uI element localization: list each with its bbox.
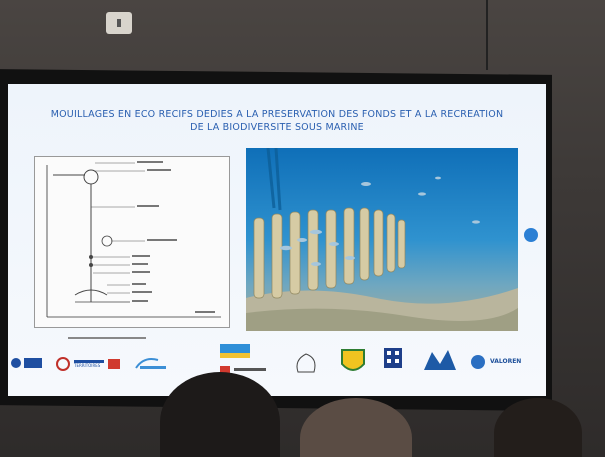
presentation-screen: MOUILLAGES EN ECO RECIFS DEDIES A LA PRE… — [8, 84, 546, 396]
slide-nav-button[interactable] — [524, 228, 538, 242]
partner-logo-9 — [424, 350, 456, 370]
partner-logo-7-shield — [341, 349, 365, 371]
partner-logos-row: TERRITOIRES VALOREN — [8, 344, 546, 386]
mooring-diagram — [34, 156, 230, 328]
wall-outlet — [106, 12, 132, 34]
partner-logo-3 — [135, 358, 166, 369]
partner-logo-2: TERRITOIRES — [56, 356, 124, 371]
partner-logo-1 — [11, 358, 42, 368]
slide-title-line-2: DE LA BIODIVERSITE SOUS MARINE — [190, 122, 364, 133]
partner-logo-8 — [384, 348, 402, 368]
slide-title-line-1: MOUILLAGES EN ECO RECIFS DEDIES A LA PRE… — [50, 109, 504, 120]
partner-logo-2-text: TERRITOIRES — [74, 363, 101, 368]
eco-reef-structure — [246, 148, 518, 331]
partner-logo-5 — [220, 366, 266, 374]
diagram-caption — [68, 336, 148, 341]
hanging-cable — [486, 0, 488, 70]
audience-head-3 — [494, 398, 582, 457]
audience-head-1 — [160, 372, 280, 457]
audience-head-2 — [300, 398, 412, 457]
partner-logo-10: VALOREN — [470, 354, 542, 370]
partner-logo-6 — [296, 353, 316, 373]
partner-logo-4 — [220, 344, 250, 358]
mooring-diagram-drawing — [46, 161, 221, 318]
underwater-reef-photo — [246, 148, 518, 331]
partner-logo-10-text: VALOREN — [490, 358, 522, 365]
slide-title: MOUILLAGES EN ECO RECIFS DEDIES A LA PRE… — [8, 108, 546, 134]
